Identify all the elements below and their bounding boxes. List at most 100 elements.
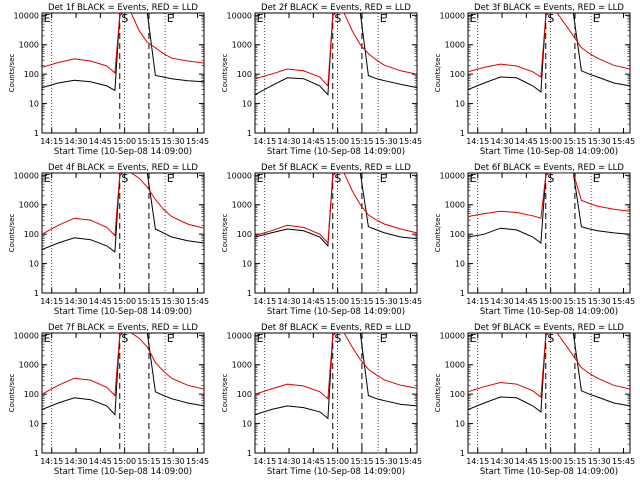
x-tick-label: 15:00 (539, 297, 562, 306)
y-tick-label: 10 (242, 420, 252, 429)
x-tick-label: 15:15 (563, 457, 586, 466)
marker-label-s: S (334, 332, 341, 345)
marker-label-s: S (547, 332, 554, 345)
series-line-lld (255, 333, 417, 400)
y-tick-label: 1000 (19, 201, 39, 210)
series-line-lld (255, 13, 417, 88)
x-tick-label: 14:30 (490, 457, 513, 466)
x-tick-label: 14:30 (490, 297, 513, 306)
plot-frame (254, 172, 418, 294)
x-tick-label: 15:15 (563, 297, 586, 306)
x-tick-label: 15:45 (399, 297, 422, 306)
x-tick-label: 15:30 (588, 297, 611, 306)
y-tick-label: 1000 (19, 41, 39, 50)
series-line-lld (42, 333, 204, 397)
marker-label-s: S (121, 12, 128, 25)
series-line-events (42, 13, 204, 92)
x-tick-label: 14:30 (277, 137, 300, 146)
marker-label-e: E (380, 172, 387, 185)
y-tick-label: 1000 (445, 361, 465, 370)
marker-label-e: E (167, 172, 174, 185)
x-tick-label: 15:45 (399, 457, 422, 466)
y-tick-label: 100 (237, 70, 252, 79)
y-tick-label: 10 (242, 260, 252, 269)
marker-label-e: E (470, 172, 477, 185)
y-tick-label: 10000 (227, 171, 252, 180)
y-tick-label: 10 (242, 100, 252, 109)
plot-frame (41, 172, 205, 294)
y-axis-label: Counts/sec (221, 214, 229, 253)
marker-label-s: S (547, 172, 554, 185)
y-tick-label: 100 (24, 390, 39, 399)
marker-label-e: E (44, 332, 51, 345)
x-tick-label: 14:45 (89, 297, 112, 306)
x-tick-label: 15:00 (326, 137, 349, 146)
series-line-events (468, 13, 630, 93)
panel-title: Det 4f BLACK = Events, RED = LLD (48, 163, 198, 173)
x-tick-label: 15:15 (350, 297, 373, 306)
y-tick-label: 1000 (232, 41, 252, 50)
x-tick-label: 14:45 (515, 297, 538, 306)
x-tick-label: 14:45 (302, 297, 325, 306)
y-tick-label: 1000 (232, 201, 252, 210)
y-tick-label: 10000 (227, 11, 252, 20)
marker-label-e: E (593, 172, 600, 185)
y-axis-label: Counts/sec (434, 214, 442, 253)
y-axis-label: Counts/sec (221, 374, 229, 413)
y-tick-label: 10000 (14, 171, 39, 180)
y-tick-label: 10000 (14, 11, 39, 20)
y-tick-label: 100 (24, 230, 39, 239)
x-tick-label: 14:15 (466, 137, 489, 146)
x-tick-label: 15:30 (162, 137, 185, 146)
y-tick-label: 10 (29, 100, 39, 109)
panel-title: Det 9f BLACK = Events, RED = LLD (474, 323, 624, 333)
x-axis-label: Start Time (10-Sep-08 14:09:00) (267, 307, 405, 317)
marker-label-e: E (257, 12, 264, 25)
y-tick-label: 10 (29, 420, 39, 429)
x-axis-label: Start Time (10-Sep-08 14:09:00) (480, 307, 618, 317)
y-tick-label: 10000 (14, 331, 39, 340)
y-tick-label: 10000 (227, 331, 252, 340)
marker-label-s: S (334, 172, 341, 185)
x-tick-label: 15:45 (186, 297, 209, 306)
marker-label-e: E (593, 332, 600, 345)
y-tick-label: 1000 (445, 41, 465, 50)
plot-frame (467, 12, 631, 134)
panel-title: Det 6f BLACK = Events, RED = LLD (474, 163, 624, 173)
series-line-lld (42, 13, 204, 74)
marker-label-s: S (547, 12, 554, 25)
marker-label-e: E (470, 332, 477, 345)
marker-label-e: E (257, 172, 264, 185)
marker-label-e: E (470, 12, 477, 25)
x-axis-label: Start Time (10-Sep-08 14:09:00) (480, 467, 618, 477)
series-line-events (255, 173, 417, 248)
x-tick-label: 15:30 (375, 137, 398, 146)
panel-title: Det 2f BLACK = Events, RED = LLD (261, 3, 411, 13)
x-tick-label: 15:45 (186, 137, 209, 146)
x-tick-label: 15:15 (137, 457, 160, 466)
x-tick-label: 14:15 (40, 457, 63, 466)
x-tick-label: 15:45 (186, 457, 209, 466)
series-line-events (468, 173, 630, 244)
plot-frame (467, 172, 631, 294)
x-tick-label: 15:45 (612, 457, 635, 466)
x-tick-label: 15:00 (113, 297, 136, 306)
x-tick-label: 15:30 (162, 297, 185, 306)
x-tick-label: 15:15 (137, 297, 160, 306)
x-tick-label: 14:45 (89, 457, 112, 466)
y-axis-label: Counts/sec (434, 374, 442, 413)
series-line-events (42, 333, 204, 416)
x-axis-label: Start Time (10-Sep-08 14:09:00) (54, 467, 192, 477)
y-tick-label: 1 (247, 129, 252, 138)
x-axis-label: Start Time (10-Sep-08 14:09:00) (267, 467, 405, 477)
x-tick-label: 15:30 (588, 457, 611, 466)
x-tick-label: 14:45 (302, 137, 325, 146)
x-tick-label: 15:00 (539, 137, 562, 146)
x-tick-label: 14:45 (302, 457, 325, 466)
